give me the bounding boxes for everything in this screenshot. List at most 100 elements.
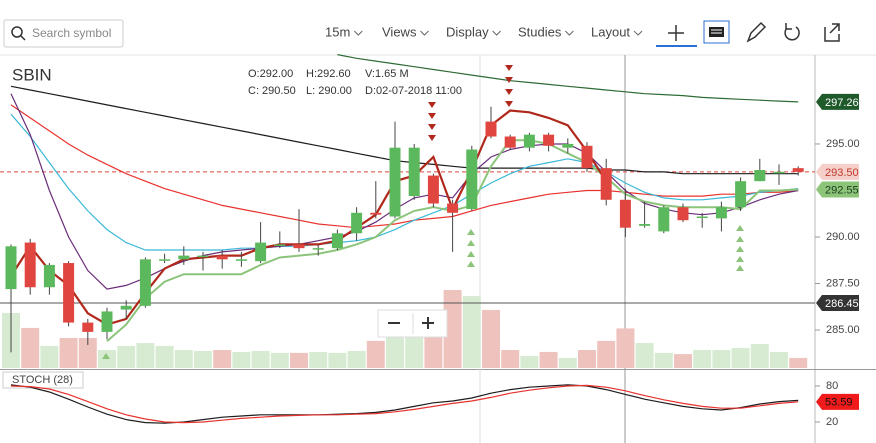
candle-body [408,147,420,197]
tooltip-high: H:292.60 [306,68,351,80]
volume-bar [558,357,577,368]
candle-body [5,246,17,290]
volume-bar [174,350,193,368]
candle-body [63,263,75,323]
price-label-box [816,163,859,180]
search-icon [20,35,26,41]
candle-body [101,311,113,332]
candle-body [216,255,228,260]
candle-body [293,244,305,249]
menu-chevron [353,30,363,36]
candle-body [619,199,631,228]
candle-body [485,121,497,137]
candle-body [235,259,247,261]
volume-bar [712,350,731,368]
candle-body [159,259,171,261]
sell-signals [428,65,513,141]
volume-bar [616,328,635,368]
volume-bar [232,351,251,368]
candle-body [389,147,401,217]
candle-body [658,207,670,232]
tooltip-open: O:292.00 [248,68,293,80]
chart-type-tool[interactable] [703,20,730,44]
volume-bar [213,350,232,368]
draw-tool[interactable] [746,21,767,43]
chart-type-icon [711,29,722,34]
volume-bar [270,352,289,368]
price-label: 293.50 [825,167,859,179]
candle-body [562,143,574,148]
reset-tool[interactable] [784,23,800,41]
candle-body [677,207,689,221]
indicator-tick-label: 80 [826,380,838,392]
candle-body [82,322,94,332]
menu-chevron [492,30,501,36]
candle-body [139,259,151,306]
volume-bar [520,356,539,368]
price-label: 286.45 [825,298,859,310]
popout-tool[interactable] [824,23,840,42]
candle-body [639,223,651,226]
indicator-name: STOCH (28) [12,374,73,386]
menu-item[interactable]: 15m [325,24,350,39]
candle-body [447,203,459,213]
candle-body [255,242,267,262]
volume-bar [597,340,616,368]
candle-body [754,170,766,182]
menu-chevron [633,30,643,36]
candle-body [523,134,535,148]
price-label-box [816,295,859,312]
candle-body [715,207,727,219]
menu-bar: 15m Views Display Studies Layout [325,24,643,39]
volume-bar [117,345,136,368]
menu-item[interactable]: Views [382,24,417,39]
candle-body [504,136,516,148]
candle-body [331,233,343,249]
candle-body [312,248,324,250]
menu-item[interactable]: Layout [591,24,630,39]
menu-item[interactable]: Studies [518,24,562,39]
candle-body [120,305,132,310]
volume-bar [309,351,328,368]
volume-bar [366,340,385,368]
indicator-line [10,384,799,424]
indicator-value-label: 53.59 [825,397,853,409]
moving-average-line [10,85,799,175]
tooltip-low: L: 290.00 [306,85,352,97]
volume-bar [578,350,596,368]
volume-bar [98,350,116,368]
indicator-tick-label: 20 [826,416,838,428]
volume-bar [59,338,78,368]
menu-item[interactable]: Display [446,24,489,39]
y-tick-label: 290.00 [826,231,860,243]
price-label: 297.26 [825,97,859,109]
candle-body [466,149,478,210]
toolbar [0,0,876,55]
search-box[interactable] [3,19,124,48]
volume-bar [328,352,347,368]
volume-bar [443,290,462,368]
candle-body [581,145,593,169]
price-label-box [816,93,859,110]
indicator-value-box [816,393,859,410]
candle-body [43,264,55,288]
search-placeholder[interactable]: Search symbol [32,26,111,40]
volume-bar [78,338,97,368]
volume-bar [462,296,481,368]
menu-chevron [420,30,429,36]
candle-body [735,181,747,208]
candle-body [351,212,363,234]
volume-bar [770,351,788,368]
crosshair-tool[interactable] [668,25,684,41]
candle-body [773,171,785,174]
search-icon [11,26,23,38]
volume-bar [674,354,692,368]
zoom-in-button[interactable] [422,317,434,329]
volume-bar [654,352,673,368]
y-tick-label: 285.00 [826,324,860,336]
tooltip-close: C: 290.50 [248,85,296,97]
volume-bar [501,350,520,368]
volume-bar [155,345,174,368]
price-label-box [816,181,859,198]
